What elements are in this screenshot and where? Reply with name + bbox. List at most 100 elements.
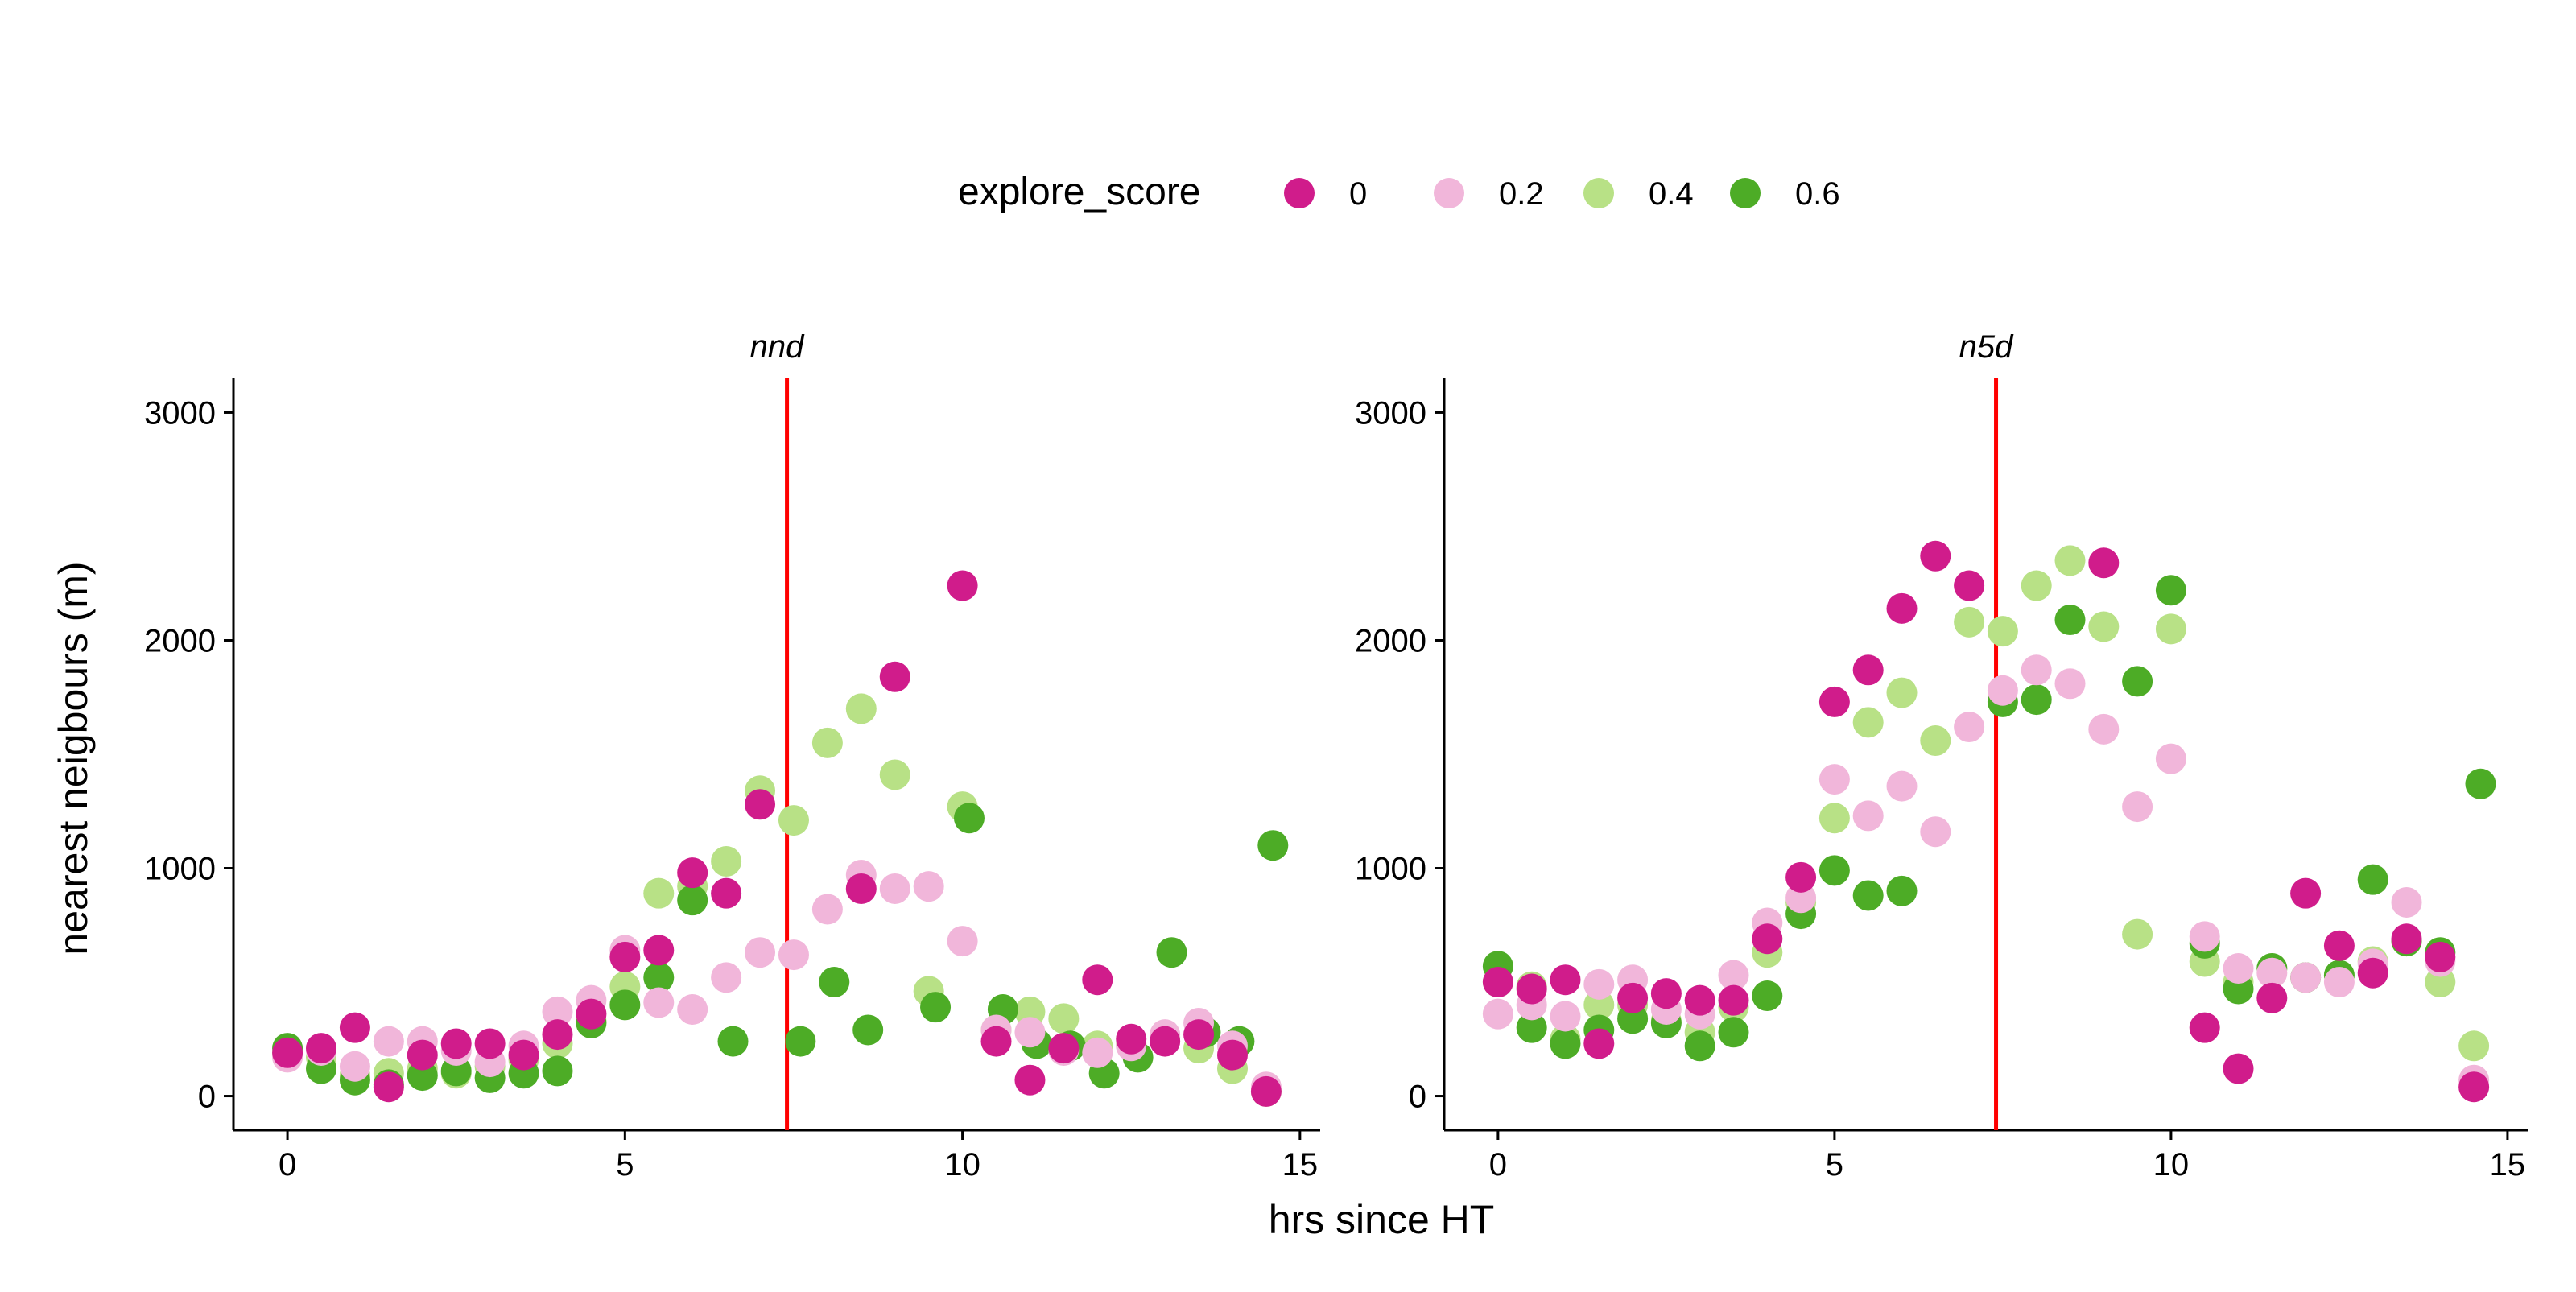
data-point: [1583, 1028, 1615, 1059]
data-point: [1550, 1028, 1581, 1059]
data-point: [2465, 768, 2496, 799]
series-0: [1482, 540, 2490, 1103]
data-point: [2155, 743, 2186, 774]
data-point: [2122, 918, 2153, 950]
data-point: [2189, 1012, 2220, 1043]
data-point: [2323, 930, 2355, 961]
data-point: [879, 873, 910, 904]
data-point: [953, 803, 985, 834]
data-point: [2088, 547, 2120, 579]
data-point: [2357, 864, 2388, 895]
data-point: [1920, 725, 1951, 757]
legend-key-0-4: [1583, 178, 1614, 208]
data-point: [2021, 684, 2052, 716]
panel-n5d: n5d 0 1000 2000 3000 0 5 10 15: [1355, 329, 2528, 1183]
data-point: [2290, 962, 2322, 993]
data-point: [1752, 923, 1783, 955]
data-point: [1785, 861, 1817, 893]
legend-key-0-6: [1730, 178, 1761, 208]
data-point: [785, 1026, 816, 1057]
data-point: [2223, 1053, 2254, 1084]
data-point: [1886, 770, 1918, 802]
legend-key-0-2: [1434, 178, 1464, 208]
x-tick-label: 5: [616, 1147, 634, 1183]
data-point: [1718, 1017, 1749, 1048]
data-point: [1987, 675, 2018, 706]
data-point: [1183, 1019, 1215, 1051]
data-point: [1550, 964, 1581, 996]
data-point: [1684, 984, 1715, 1016]
data-point: [745, 789, 776, 820]
data-point: [2391, 923, 2422, 955]
data-point: [1818, 855, 1850, 886]
data-point: [947, 570, 978, 601]
y-tick-label: 3000: [1355, 395, 1426, 431]
x-tick-label: 0: [1489, 1147, 1507, 1183]
legend-label-0-6: 0.6: [1795, 176, 1840, 212]
data-point: [717, 1026, 749, 1057]
data-point: [711, 962, 742, 993]
data-point: [1818, 686, 1850, 717]
data-point: [1954, 712, 1985, 743]
data-point: [1818, 764, 1850, 795]
data-point: [1014, 1017, 1046, 1048]
panel-nnd: nnd 0 1000 2000 3000 0 5 10 15: [144, 329, 1320, 1183]
data-point: [2122, 666, 2153, 697]
legend-entry-0-6: 0.6: [1730, 176, 1840, 212]
data-point: [1920, 540, 1951, 572]
data-point: [920, 992, 952, 1023]
data-point: [819, 967, 850, 998]
data-point: [1684, 1030, 1715, 1062]
data-point: [1482, 998, 1513, 1030]
data-point: [1048, 1003, 1080, 1034]
data-point: [1516, 973, 1547, 1005]
x-axis-title: hrs since HT: [1269, 1197, 1495, 1242]
data-point: [576, 998, 607, 1030]
data-point: [1116, 1023, 1147, 1055]
legend-title: explore_score: [958, 171, 1201, 213]
data-point: [440, 1028, 472, 1059]
data-point: [1852, 800, 1884, 832]
data-point: [913, 871, 944, 902]
data-point: [339, 1051, 370, 1082]
legend-key-0: [1284, 178, 1315, 208]
data-point: [778, 939, 809, 971]
data-point: [980, 1026, 1012, 1057]
x-tick-label: 15: [1282, 1147, 1319, 1183]
data-point: [508, 1039, 539, 1071]
data-point: [1886, 875, 1918, 906]
data-point: [2458, 1030, 2490, 1062]
data-point: [272, 1037, 303, 1068]
data-point: [879, 759, 910, 790]
data-point: [2458, 1071, 2490, 1103]
data-point: [811, 894, 843, 925]
data-point: [879, 661, 910, 692]
data-point: [1886, 677, 1918, 708]
data-point: [2054, 545, 2086, 576]
data-point: [711, 846, 742, 877]
data-point: [1987, 616, 2018, 647]
y-tick-label: 2000: [1355, 623, 1426, 658]
data-point: [407, 1039, 438, 1071]
y-tick-label: 3000: [144, 395, 216, 431]
panel-label-n5d: n5d: [1959, 329, 2014, 365]
data-point: [2155, 613, 2186, 645]
data-point: [643, 935, 675, 966]
data-point: [677, 993, 708, 1025]
data-point: [2021, 654, 2052, 686]
y-tick-label: 1000: [144, 852, 216, 887]
legend-items: 0 0.2 0.4 0.6: [1284, 176, 1840, 212]
x-tick-label: 10: [944, 1147, 980, 1183]
data-point: [2021, 570, 2052, 601]
data-point: [1718, 984, 1749, 1016]
data-point: [542, 996, 573, 1027]
data-point: [1082, 964, 1113, 996]
data-point: [1886, 592, 1918, 624]
data-point: [1852, 654, 1884, 686]
data-point: [1852, 707, 1884, 738]
series-0: [272, 570, 1282, 1107]
data-point: [1920, 816, 1951, 848]
data-point: [2256, 957, 2288, 989]
